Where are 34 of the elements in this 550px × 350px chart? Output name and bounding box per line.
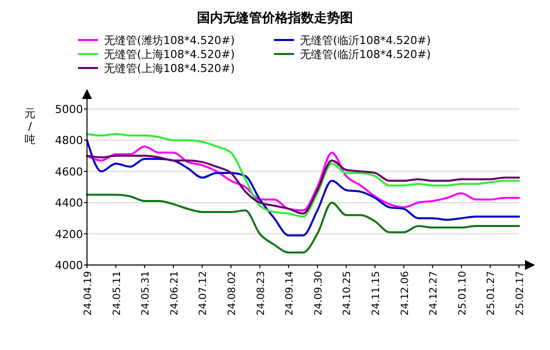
legend-label: 无缝管(上海108*4.520#) xyxy=(104,48,235,61)
y-tick-label: 4800 xyxy=(55,134,83,148)
x-tick-label: 25.02.17 xyxy=(515,271,526,316)
line-series xyxy=(86,194,520,254)
legend-label: 无缝管(上海108*4.520#) xyxy=(104,62,235,75)
x-tick-label: 24.06.21 xyxy=(169,271,180,316)
x-tick-label: 24.05.31 xyxy=(140,271,152,316)
y-tick-label: 4600 xyxy=(55,165,83,178)
x-tick-label: 24.08.23 xyxy=(256,271,267,316)
chart-title: 国内无缝管价格指数走势图 xyxy=(197,10,353,26)
y-tick-label: 4000 xyxy=(55,259,83,272)
x-tick-label: 25.01.10 xyxy=(457,271,468,316)
legend-label: 无缝管(潍坊108*4.520#) xyxy=(104,34,235,47)
x-tick-label: 24.10.25 xyxy=(342,271,354,316)
y-tick-label: 4200 xyxy=(55,228,83,241)
x-tick-label: 24.09.30 xyxy=(313,271,324,316)
legend-label: 无缝管(临沂108*4.520#) xyxy=(300,48,431,61)
x-tick-label: 24.11.15 xyxy=(371,271,382,316)
line-series xyxy=(86,139,520,236)
x-tick-label: 24.12.27 xyxy=(428,271,440,316)
x-tick-label: 24.08.02 xyxy=(227,271,238,316)
y-tick-label: 4400 xyxy=(55,196,83,210)
x-tick-label: 24.07.12 xyxy=(198,271,210,316)
line-series xyxy=(86,154,520,215)
x-tick-label: 24.12.06 xyxy=(400,271,411,316)
line-series xyxy=(86,145,520,212)
y-axis-title: 元/吨 xyxy=(24,107,36,146)
x-tick-label: 25.01.27 xyxy=(486,271,498,316)
x-tick-label: 24.04.19 xyxy=(83,271,94,316)
y-tick-label: 5000 xyxy=(55,103,83,116)
line-series xyxy=(86,132,520,218)
legend-label: 无缝管(临沂108*4.520#) xyxy=(300,34,431,47)
x-tick-label: 24.09.14 xyxy=(284,271,296,316)
x-tick-label: 24.05.11 xyxy=(112,271,123,316)
